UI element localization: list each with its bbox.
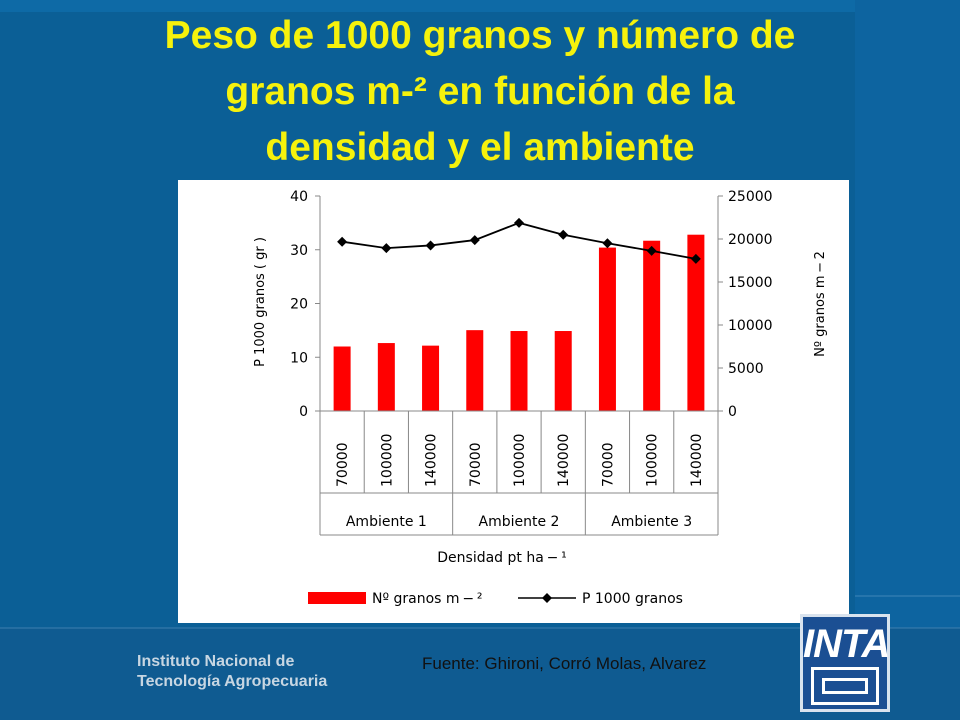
bars-layer [333,234,705,411]
x-category-label-4: 70000 [468,442,484,487]
axes-layer: 0 10 20 30 40 0 5000 10000 15000 20000 25000 70000 1… [290,189,773,536]
line-layer [337,217,701,264]
y-left-tick-label-3: 30 [290,243,308,259]
inta-logo-emblem [811,667,879,705]
y-right-tick-label-3: 15000 [728,275,773,291]
x-category-label-1: 70000 [335,442,351,487]
line-point-3 [425,240,436,251]
bar-2 [377,343,395,411]
y-right-tick-label-1: 5000 [728,361,764,377]
title-line-2: granos m-² en función de la [225,70,735,113]
legend-line-label: P 1000 granos [582,591,683,607]
title-line-3: densidad y el ambiente [265,126,695,169]
legend-bar-label: Nº granos m − ² [372,591,483,607]
x-category-label-3: 140000 [424,434,440,487]
inta-logo: INTA [800,614,890,712]
bar-4 [466,330,484,411]
institution-line-2: Tecnología Agropecuaria [137,673,328,690]
x-group-label-3: Ambiente 3 [611,514,692,530]
bar-5 [510,331,528,411]
x-group-label-2: Ambiente 2 [479,514,560,530]
line-series-path [341,221,697,260]
line-point-7 [602,238,613,249]
bar-9 [687,234,705,411]
title-line-1: Peso de 1000 granos y número de [164,14,796,57]
line-point-9 [690,253,701,264]
x-axis-title: Densidad pt ha − ¹ [437,550,566,566]
x-group-label-1: Ambiente 1 [346,514,427,530]
y-left-tick-label-1: 10 [290,350,308,366]
x-category-label-9: 140000 [689,434,705,487]
x-category-label-2: 100000 [379,434,395,487]
institution-name: Instituto Nacional de Tecnología Agropec… [137,652,327,692]
x-category-label-8: 100000 [645,434,661,487]
legend-bar-swatch [308,592,366,604]
line-point-6 [558,229,569,240]
bar-3 [422,345,440,411]
y-left-tick-label-4: 40 [290,189,308,205]
y-right-tick-label-0: 0 [728,404,737,420]
bar-8 [643,240,661,411]
y-right-tick-label-2: 10000 [728,318,773,334]
line-point-5 [514,217,524,228]
bar-7 [598,247,616,411]
source-credit: Fuente: Ghironi, Corró Molas, Alvarez [422,654,707,673]
y-left-tick-label-0: 0 [299,404,308,420]
combo-chart: 0 10 20 30 40 0 5000 10000 15000 20000 25000 70000 1… [253,189,828,607]
slide-title: Peso de 1000 granos y número de granos m… [40,8,920,176]
x-category-label-6: 140000 [556,434,572,487]
line-point-4 [469,235,480,246]
inta-logo-text: INTA [803,622,890,666]
institution-line-1: Instituto Nacional de [137,653,295,670]
line-point-1 [337,236,348,247]
y-right-tick-label-4: 20000 [728,232,773,248]
bar-1 [333,346,351,411]
y-axis-right-title: Nº granos m − 2 [813,251,828,357]
y-axis-left-title: P 1000 granos ( gr ) [253,237,268,367]
x-category-label-7: 70000 [600,442,616,487]
y-left-tick-label-2: 20 [290,297,308,313]
line-point-8 [646,245,657,256]
x-category-label-5: 100000 [512,434,528,487]
legend-line-marker [542,593,552,603]
y-right-tick-label-5: 25000 [728,189,773,205]
bar-6 [554,331,572,411]
line-point-2 [381,243,392,254]
